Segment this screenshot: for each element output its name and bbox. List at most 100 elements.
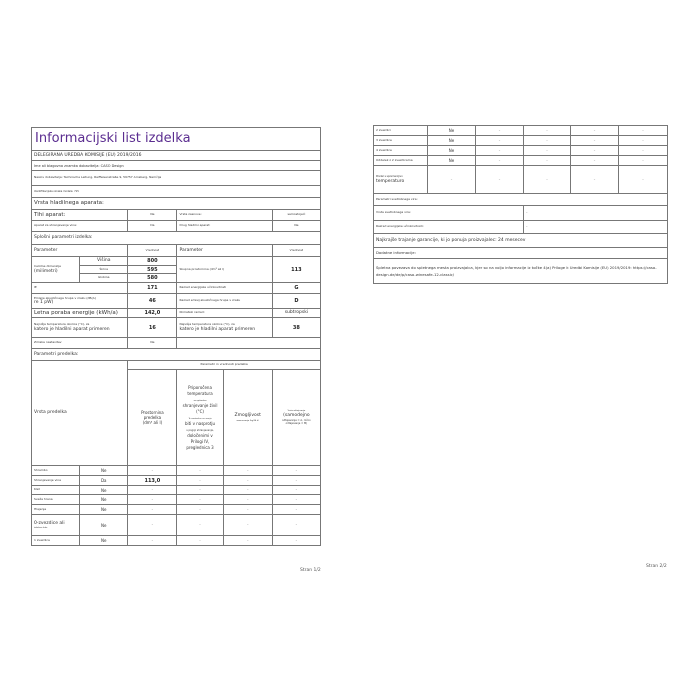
supplier-address: Naslov dobavitelja: Technische Leitung, …	[31, 170, 321, 187]
compartment-temp: –	[176, 504, 224, 516]
compartment-temp: –	[523, 155, 571, 166]
compartment-temp: –	[523, 145, 571, 156]
compartment-vol: –	[127, 514, 178, 537]
height-value: 800	[127, 256, 178, 267]
compartment-def: –	[618, 135, 668, 146]
compartment-vol: –	[127, 504, 178, 516]
annual-energy-value: 142,0	[127, 308, 178, 319]
dimensions-label: Celotne dimenzije (milimetri)	[30, 256, 81, 284]
wine-value: Da	[127, 220, 178, 233]
compartment-def: –	[271, 485, 322, 496]
compartment-present: Ne	[79, 465, 129, 477]
compartment-vol: –	[127, 465, 178, 477]
compartment-vol: –	[127, 494, 178, 506]
supplier-name: Ime ali blagovna znamka dobavitelja: CAS…	[31, 160, 321, 172]
col-temp-header: Priporočena temperatura za optimalno shranj…	[176, 369, 224, 467]
cell: –	[427, 165, 476, 194]
compartment-temp: –	[176, 485, 224, 496]
wine-label: Aparat za shranjevanje vina:	[30, 220, 129, 233]
additional-info: Dodatne informacije:	[373, 247, 668, 259]
product-info-sheet-page2: 2 zvezdici Ne – – – –3 zvezdice Ne – – – –4 zvezdi…	[373, 125, 668, 284]
compartment-row: Oddelek z 2 zvezdicama Ne – – – –	[373, 155, 668, 166]
noise-class-label: Razred emisij akustičnega hrupa v zraku	[176, 293, 273, 310]
max-temp-label: Najvišja temperatura okolice (°C), za kat…	[176, 317, 273, 339]
compartment-cap: –	[222, 465, 273, 477]
compartment-name: 4 zvezdice	[373, 145, 428, 156]
regulation: DELEGIRANA UREDBA KOMISIJE (EU) 2019/201…	[31, 150, 321, 162]
compartment-cap: –	[222, 504, 273, 516]
light-class-label: Razred energijske učinkovitosti:	[373, 220, 524, 234]
warranty: Najkrajše trajanje garancije, ki jo ponu…	[373, 233, 668, 248]
compartment-temp: –	[176, 535, 224, 547]
compartment-type-header: Vrsta predelka	[30, 360, 129, 467]
general-params-heading: Splošni parametri izdelka:	[31, 231, 321, 246]
compartment-present: Da	[79, 475, 129, 487]
compartment-cap: –	[222, 485, 273, 496]
height-label: Višina	[79, 256, 129, 267]
value-header: Vrednost	[271, 244, 322, 258]
compartment-temp: –	[176, 494, 224, 506]
width-value: 595	[127, 265, 178, 275]
low-noise-value: Ne	[127, 209, 178, 222]
compartment-cap: –	[222, 494, 273, 506]
value-header: Vrednost	[127, 244, 178, 258]
compartment-name: Oddelek z 2 zvezdicama	[373, 155, 428, 166]
volume-label: Skupna prostornina (dm³ ali l)	[176, 256, 273, 284]
width-label: Širina	[79, 265, 129, 275]
compartment-present: Ne	[427, 145, 476, 156]
compartment-row: 2 zvezdici Ne – – – –	[373, 125, 668, 136]
page-number: Stran 1/2	[300, 568, 321, 573]
compartment-name: 1 zvezdica	[30, 535, 81, 547]
compartment-vol: –	[475, 135, 524, 146]
noise-class-value: D	[271, 293, 322, 310]
page-number: Stran 2/2	[646, 564, 667, 569]
compartment-cap: –	[222, 514, 273, 537]
light-type-value: –	[523, 205, 668, 221]
compartment-def: –	[271, 504, 322, 516]
min-temp-value: 16	[127, 317, 178, 339]
compartment-name: 0-zvezdice ali izdelava ledu	[30, 514, 81, 537]
compartment-def: –	[271, 514, 322, 537]
compartment-present: Ne	[79, 514, 129, 537]
other-value: Ne	[271, 220, 322, 233]
compartment-temp: –	[176, 465, 224, 477]
winter-value: Ne	[127, 337, 178, 350]
annual-energy-label: Letna poraba energije (kWh/a)	[30, 308, 129, 319]
cell: –	[475, 165, 524, 194]
compartment-cap: –	[570, 125, 619, 136]
compartment-row: 0-zvezdice ali izdelava ledu Ne – – – –	[30, 514, 322, 537]
compartment-row: Shranjevanje vina Da 113,0– – –	[30, 475, 322, 487]
winter-label: Zimska nastavitev	[30, 337, 129, 350]
compartment-present: Ne	[79, 494, 129, 506]
compartment-present: Ne	[79, 485, 129, 496]
model-id: Identifikacijska oznaka modela: 715	[31, 185, 321, 199]
col-capacity-header: Zmogljivost zamrzovanja (kg/24 h)	[222, 369, 273, 467]
compartment-def: –	[271, 494, 322, 506]
light-params-heading: Parametri svetlobnega vira:	[373, 193, 668, 206]
weblink[interactable]: Spletna povezava do spletnega mesta proi…	[373, 258, 668, 284]
compartment-temp: –	[176, 475, 224, 487]
compartment-temp: –	[176, 514, 224, 537]
compartment-cap: –	[570, 135, 619, 146]
compartment-row: 4 zvezdice Ne – – – –	[373, 145, 668, 156]
compartment-vol: –	[475, 145, 524, 156]
climate-label: Klimatski razred:	[176, 308, 273, 319]
depth-value: 580	[127, 273, 178, 284]
appliance-type: Vrsta hladilnega aparata:	[31, 197, 321, 211]
compartment-present: Ne	[79, 504, 129, 516]
compartment-def: –	[271, 535, 322, 547]
col-volume-header: Prostornina predelka (dm³ ali l)	[127, 369, 178, 467]
compartment-row: Klet Ne – – – –	[30, 485, 322, 496]
compartment-present: Ne	[79, 535, 129, 547]
compartment-name: Shrambo	[30, 465, 81, 477]
cell: –	[523, 165, 571, 194]
compartment-vol: –	[475, 125, 524, 136]
energy-class-value: G	[271, 282, 322, 295]
compartment-row: Shrambo Ne – – – –	[30, 465, 322, 477]
param-header: Parameter	[30, 244, 129, 258]
compartment-vol: –	[127, 485, 178, 496]
eei-value: 171	[127, 282, 178, 295]
compartment-present: Ne	[427, 125, 476, 136]
design-type-value: samostojeći	[271, 209, 322, 222]
col-defrost-header: Vrsta odtajevanja (samodejno odtajevanje =…	[271, 369, 322, 467]
